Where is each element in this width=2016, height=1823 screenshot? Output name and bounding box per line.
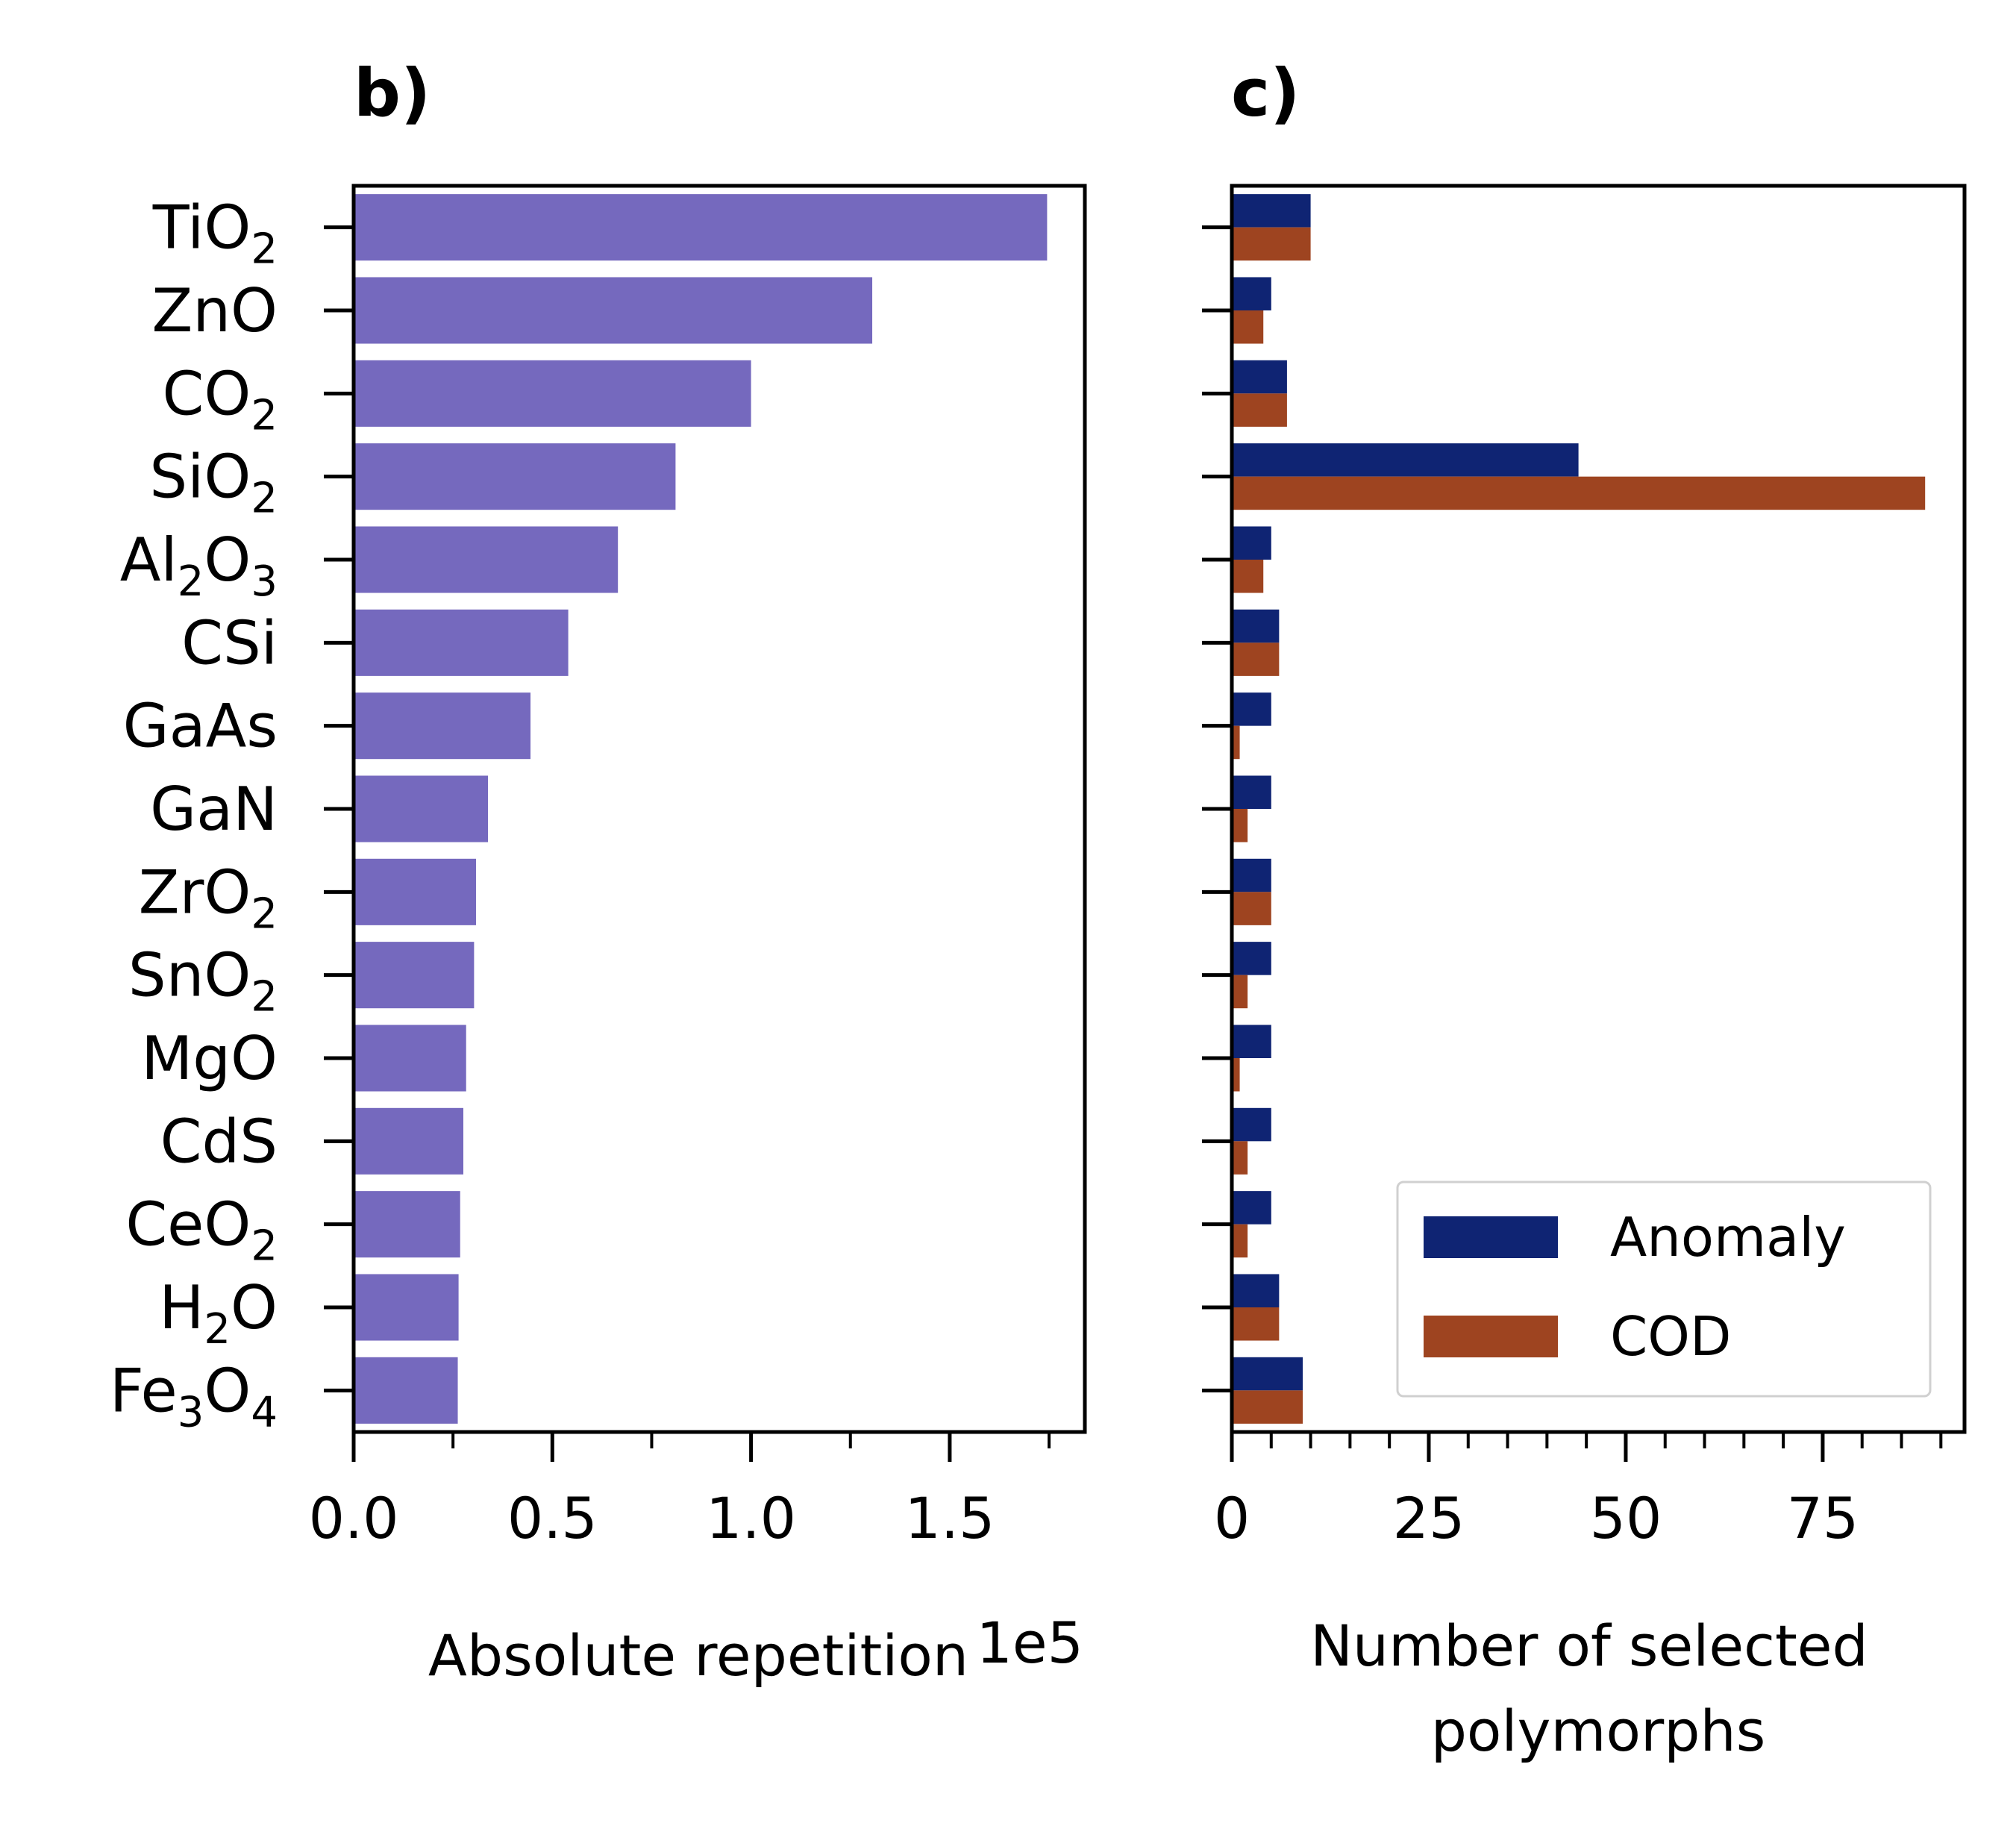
bar-anomaly-zno (1232, 277, 1271, 310)
legend-label-cod: COD (1610, 1305, 1731, 1368)
bar-cod-ceo2 (1232, 1224, 1248, 1258)
bar-cod-h2o (1232, 1307, 1280, 1341)
bar-anomaly-gaas (1232, 692, 1271, 726)
bar-cod-zro2 (1232, 892, 1271, 925)
bar-cod-gaas (1232, 725, 1240, 760)
y-tick-label-csi: CSi (181, 608, 278, 678)
legend-swatch-anomaly (1424, 1216, 1558, 1258)
bar-anomaly-zro2 (1232, 858, 1271, 892)
bar-anomaly-tio2 (1232, 194, 1311, 228)
x-tick-label: 1.0 (706, 1485, 796, 1551)
bar-anomaly-mgo (1232, 1025, 1271, 1058)
bar-anomaly-co2 (1232, 360, 1287, 394)
panel-c-bars (1232, 194, 1926, 1424)
bar-anomaly-csi (1232, 609, 1280, 643)
panel-c-x-axis-label-line2: polymorphs (1431, 1698, 1766, 1764)
bar-anomaly-ceo2 (1232, 1191, 1271, 1225)
bar-cod-co2 (1232, 393, 1287, 427)
x-tick-label: 0 (1214, 1485, 1250, 1551)
bar-cod-fe3o4 (1232, 1390, 1303, 1424)
bar-ceo2 (354, 1191, 460, 1258)
bar-cod-csi (1232, 642, 1280, 676)
bar-cod-gan (1232, 809, 1248, 842)
x-tick-label: 75 (1787, 1485, 1859, 1551)
bar-cod-sno2 (1232, 975, 1248, 1009)
y-tick-label-co2: CO2 (163, 359, 278, 440)
panel-c-label: c) (1231, 54, 1300, 131)
bar-cod-tio2 (1232, 227, 1311, 261)
bar-al2o3 (354, 526, 619, 593)
panel-b-bars (354, 194, 1048, 1424)
y-tick-label-cds: CdS (160, 1107, 278, 1176)
bar-anomaly-al2o3 (1232, 526, 1271, 560)
legend-swatch-cod (1424, 1316, 1558, 1357)
bar-cod-mgo (1232, 1058, 1240, 1092)
x-tick-label: 25 (1393, 1485, 1465, 1551)
x-tick-label: 0.0 (309, 1485, 399, 1551)
bar-gan (354, 775, 489, 842)
y-tick-label-mgo: MgO (141, 1024, 278, 1093)
y-tick-label-fe3o4: Fe3O4 (110, 1356, 278, 1436)
bar-csi (354, 609, 569, 676)
panel-b-frame (351, 184, 1087, 1434)
bar-sno2 (354, 942, 475, 1009)
bar-zno (354, 277, 873, 344)
bar-mgo (354, 1025, 466, 1092)
bar-anomaly-sno2 (1232, 942, 1271, 975)
x-tick-label: 0.5 (507, 1485, 598, 1551)
y-tick-label-zno: ZnO (152, 276, 278, 345)
legend-label-anomaly: Anomaly (1610, 1206, 1846, 1269)
y-tick-label-h2o: H2O (159, 1273, 278, 1354)
panel-b-label: b) (354, 54, 431, 131)
bar-cds (354, 1107, 463, 1175)
bar-tio2 (354, 194, 1048, 261)
y-tick-label-ceo2: CeO2 (125, 1190, 278, 1271)
bar-cod-zno (1232, 310, 1264, 344)
x-tick-label: 1.5 (904, 1485, 995, 1551)
bar-zro2 (354, 858, 477, 925)
bar-cod-al2o3 (1232, 560, 1264, 593)
bar-anomaly-fe3o4 (1232, 1357, 1303, 1391)
panel-c-x-axis-label-line1: Number of selected (1310, 1613, 1868, 1679)
panel-c-legend: Anomaly COD (1396, 1181, 1932, 1398)
y-tick-label-al2o3: Al2O3 (120, 525, 278, 606)
panel-c-x-axis: 0 25 50 75 (1214, 1432, 1943, 1551)
bar-anomaly-gan (1232, 775, 1271, 809)
panel-c-frame (1230, 184, 1967, 1434)
bar-h2o (354, 1274, 459, 1341)
bar-cod-cds (1232, 1141, 1248, 1175)
panel-c-chart: c) 0 25 50 75 Number of selected polymorphs… (1202, 54, 1967, 1764)
y-tick-label-zro2: ZrO2 (139, 857, 278, 938)
y-tick-label-sno2: SnO2 (128, 941, 278, 1022)
bar-sio2 (354, 443, 676, 510)
y-tick-label-gan: GaN (150, 775, 278, 844)
panel-b-x-axis: 0.0 0.5 1.0 1.5 (309, 1432, 1051, 1551)
y-tick-label-tio2: TiO2 (152, 193, 278, 274)
bar-anomaly-h2o (1232, 1274, 1280, 1307)
panel-b-x-offset-text: 1e5 (977, 1610, 1083, 1676)
x-tick-label: 50 (1590, 1485, 1662, 1551)
panel-c-y-axis (1202, 225, 1232, 1392)
y-tick-label-sio2: SiO2 (149, 443, 278, 523)
bar-co2 (354, 360, 751, 427)
panel-b-x-axis-label: Absolute repetition (428, 1622, 968, 1689)
bar-anomaly-sio2 (1232, 443, 1579, 477)
bar-cod-sio2 (1232, 476, 1926, 510)
bar-anomaly-cds (1232, 1107, 1271, 1142)
y-tick-label-gaas: GaAs (123, 692, 278, 761)
bar-gaas (354, 692, 531, 760)
panel-c-x-axis-label: Number of selected polymorphs (1310, 1613, 1886, 1764)
bar-fe3o4 (354, 1357, 458, 1424)
